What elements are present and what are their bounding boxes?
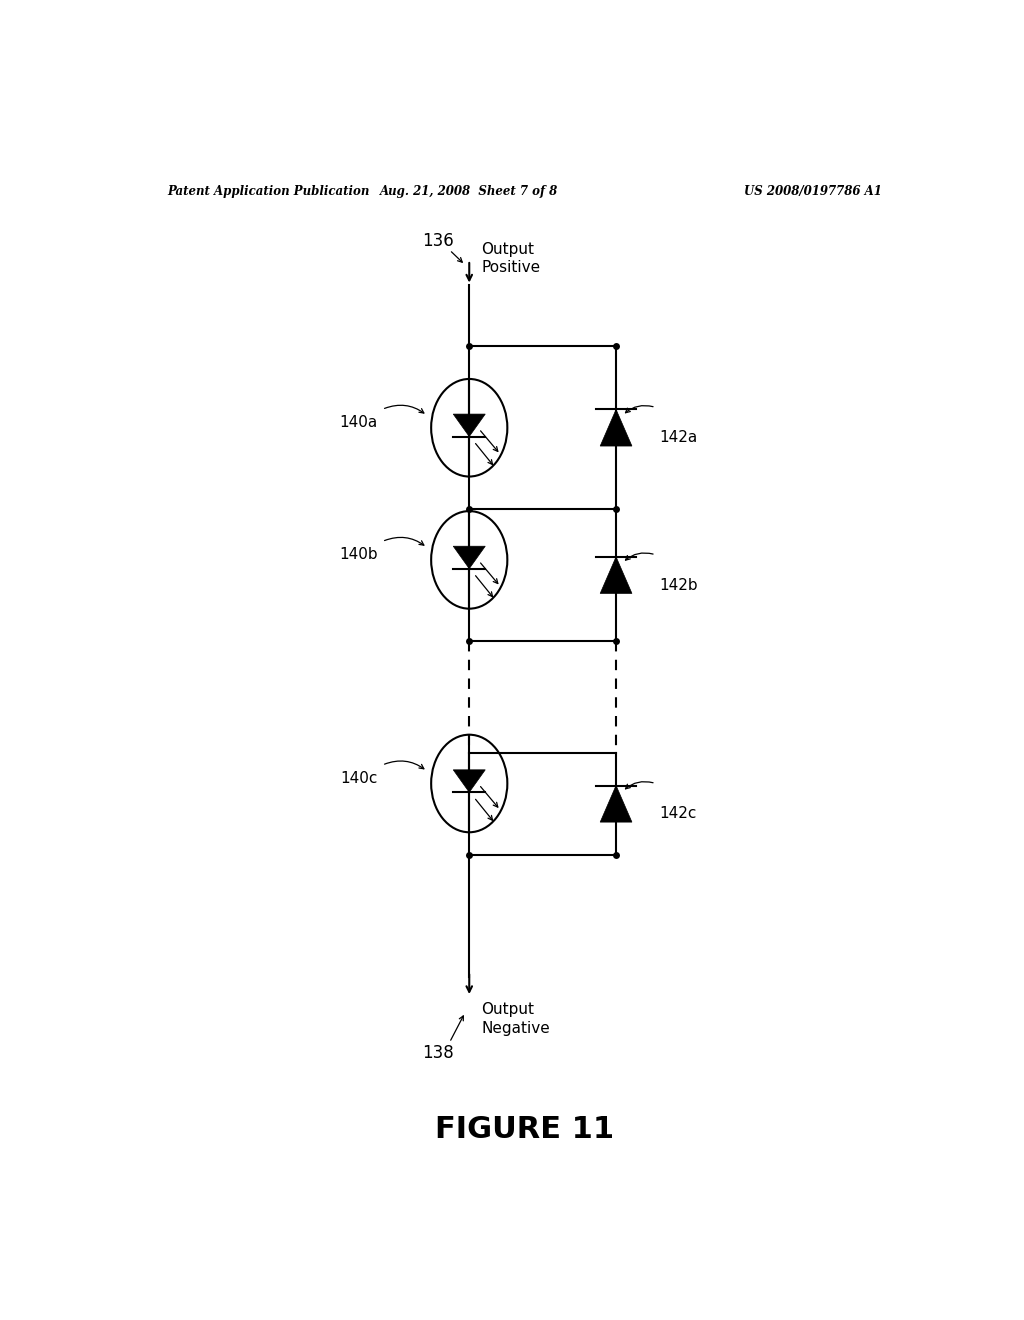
Polygon shape <box>454 546 485 569</box>
Polygon shape <box>600 785 632 822</box>
Text: 142c: 142c <box>659 807 697 821</box>
Text: Output
Negative: Output Negative <box>481 1002 550 1036</box>
Text: 136: 136 <box>422 232 454 249</box>
Text: Patent Application Publication: Patent Application Publication <box>168 185 370 198</box>
Text: 142b: 142b <box>659 578 698 593</box>
Text: 140c: 140c <box>341 771 378 785</box>
Text: FIGURE 11: FIGURE 11 <box>435 1114 614 1143</box>
Text: 140b: 140b <box>339 548 378 562</box>
Polygon shape <box>454 414 485 437</box>
Polygon shape <box>600 557 632 594</box>
Text: 138: 138 <box>422 1044 454 1061</box>
Polygon shape <box>454 770 485 792</box>
Text: 140a: 140a <box>340 416 378 430</box>
Polygon shape <box>600 409 632 446</box>
Text: 142a: 142a <box>659 430 698 445</box>
Text: US 2008/0197786 A1: US 2008/0197786 A1 <box>744 185 882 198</box>
Text: Output
Positive: Output Positive <box>481 242 541 276</box>
Text: Aug. 21, 2008  Sheet 7 of 8: Aug. 21, 2008 Sheet 7 of 8 <box>380 185 558 198</box>
